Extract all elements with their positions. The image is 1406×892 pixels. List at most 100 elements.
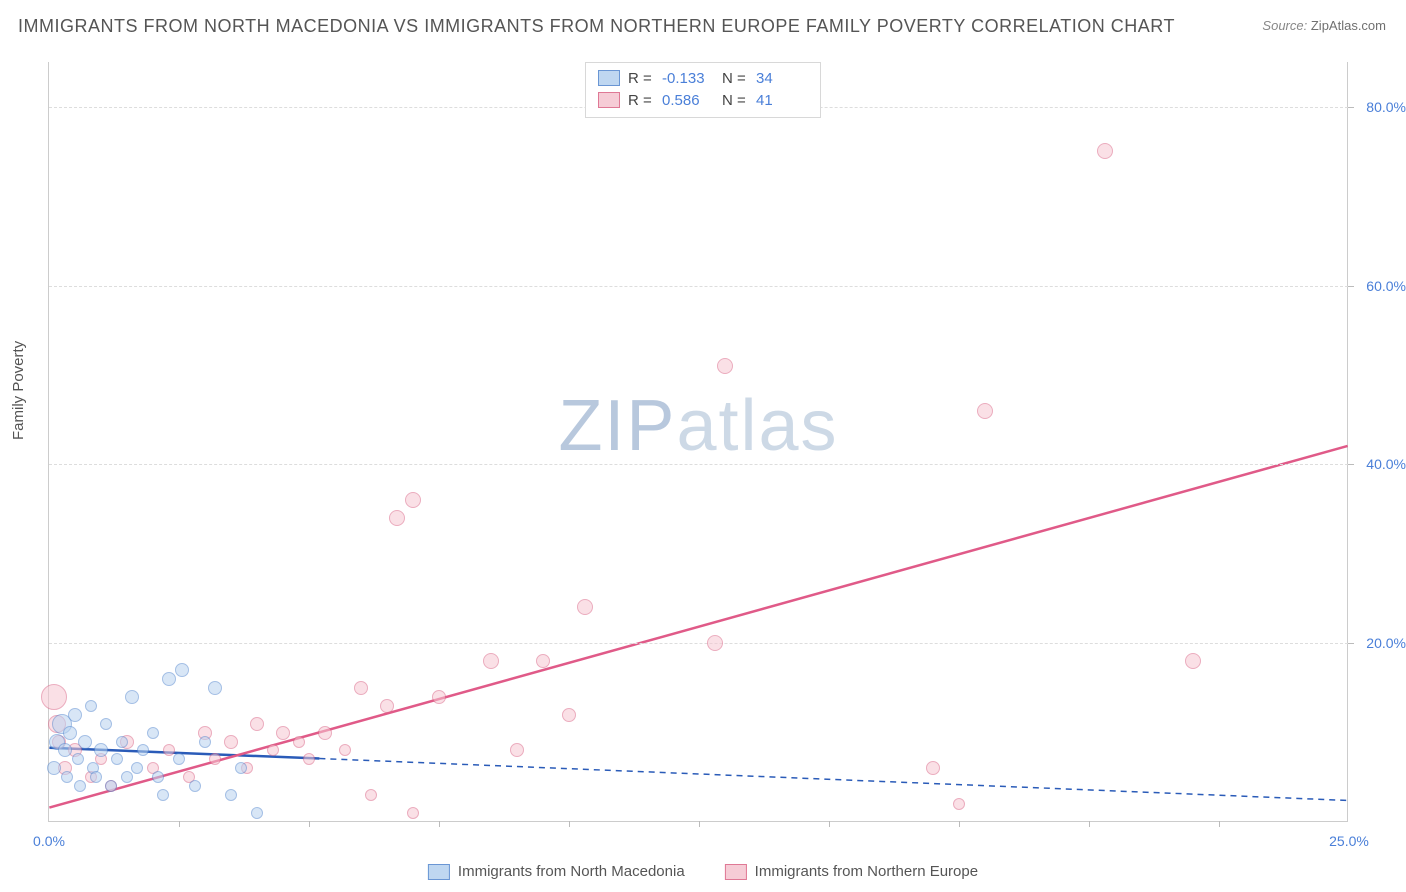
source-label: Source: (1262, 18, 1307, 33)
legend-item-b: Immigrants from Northern Europe (725, 863, 978, 880)
legend-stats-row-b: R = 0.586 N = 41 (598, 89, 808, 111)
ytick (1348, 107, 1354, 108)
data-point-a (235, 762, 247, 774)
data-point-b (432, 690, 446, 704)
data-point-b (717, 358, 733, 374)
data-point-b (250, 717, 264, 731)
data-point-b (1097, 143, 1113, 159)
source-value: ZipAtlas.com (1311, 18, 1386, 33)
chart-container: IMMIGRANTS FROM NORTH MACEDONIA VS IMMIG… (0, 0, 1406, 892)
data-point-b (224, 735, 238, 749)
ytick (1348, 286, 1354, 287)
data-point-a (189, 780, 201, 792)
data-point-b (483, 653, 499, 669)
legend-item-a: Immigrants from North Macedonia (428, 863, 685, 880)
data-point-a (173, 753, 185, 765)
r-label: R = (628, 70, 654, 87)
data-point-a (94, 743, 108, 757)
data-point-b (267, 744, 279, 756)
data-point-b (536, 654, 550, 668)
data-point-a (162, 672, 176, 686)
data-point-a (225, 789, 237, 801)
n-value-b: 41 (756, 92, 808, 109)
data-point-a (116, 736, 128, 748)
data-point-b (354, 681, 368, 695)
xtick-label: 0.0% (33, 833, 65, 849)
data-point-b (1185, 653, 1201, 669)
xtick (1089, 821, 1090, 827)
legend-swatch-b (598, 92, 620, 108)
ytick (1348, 643, 1354, 644)
r-value-b: 0.586 (662, 92, 714, 109)
xtick (439, 821, 440, 827)
legend-label-a: Immigrants from North Macedonia (458, 863, 685, 880)
data-point-a (121, 771, 133, 783)
data-point-b (380, 699, 394, 713)
data-point-b (318, 726, 332, 740)
data-point-a (47, 761, 61, 775)
data-point-b (365, 789, 377, 801)
data-point-b (510, 743, 524, 757)
ytick-label: 20.0% (1366, 635, 1406, 651)
data-point-b (953, 798, 965, 810)
xtick (569, 821, 570, 827)
source-attribution: Source: ZipAtlas.com (1262, 18, 1386, 33)
data-point-b (293, 736, 305, 748)
gridline-h (49, 643, 1348, 644)
data-point-b (926, 761, 940, 775)
data-point-b (209, 753, 221, 765)
xtick (699, 821, 700, 827)
legend-stats-row-a: R = -0.133 N = 34 (598, 67, 808, 89)
legend-series: Immigrants from North Macedonia Immigran… (428, 863, 978, 880)
data-point-a (157, 789, 169, 801)
trendline (319, 758, 1347, 800)
data-point-a (74, 780, 86, 792)
ytick-label: 80.0% (1366, 99, 1406, 115)
data-point-b (707, 635, 723, 651)
ytick-label: 60.0% (1366, 278, 1406, 294)
xtick (309, 821, 310, 827)
xtick (959, 821, 960, 827)
legend-swatch-b (725, 864, 747, 880)
data-point-a (85, 700, 97, 712)
data-point-a (125, 690, 139, 704)
data-point-a (251, 807, 263, 819)
trendline (49, 446, 1347, 808)
data-point-b (977, 403, 993, 419)
data-point-a (131, 762, 143, 774)
legend-swatch-a (598, 70, 620, 86)
chart-title: IMMIGRANTS FROM NORTH MACEDONIA VS IMMIG… (18, 16, 1175, 37)
data-point-b (577, 599, 593, 615)
y-axis-label: Family Poverty (10, 341, 27, 440)
data-point-b (405, 492, 421, 508)
right-axis-line (1347, 62, 1348, 821)
watermark: ZIPatlas (558, 385, 838, 467)
ytick-label: 40.0% (1366, 456, 1406, 472)
xtick-label: 25.0% (1329, 833, 1369, 849)
ytick (1348, 464, 1354, 465)
r-value-a: -0.133 (662, 70, 714, 87)
data-point-a (72, 753, 84, 765)
plot-area: ZIPatlas 20.0%40.0%60.0%80.0%0.0%25.0% (48, 62, 1348, 822)
legend-swatch-a (428, 864, 450, 880)
data-point-b (339, 744, 351, 756)
data-point-b (407, 807, 419, 819)
xtick (1219, 821, 1220, 827)
data-point-b (41, 684, 67, 710)
n-label: N = (722, 92, 748, 109)
data-point-a (105, 780, 117, 792)
n-value-a: 34 (756, 70, 808, 87)
r-label: R = (628, 92, 654, 109)
data-point-a (208, 681, 222, 695)
data-point-b (389, 510, 405, 526)
data-point-b (163, 744, 175, 756)
xtick (829, 821, 830, 827)
xtick (179, 821, 180, 827)
data-point-a (147, 727, 159, 739)
gridline-h (49, 286, 1348, 287)
data-point-b (276, 726, 290, 740)
data-point-a (63, 726, 77, 740)
data-point-a (152, 771, 164, 783)
data-point-a (100, 718, 112, 730)
data-point-a (199, 736, 211, 748)
